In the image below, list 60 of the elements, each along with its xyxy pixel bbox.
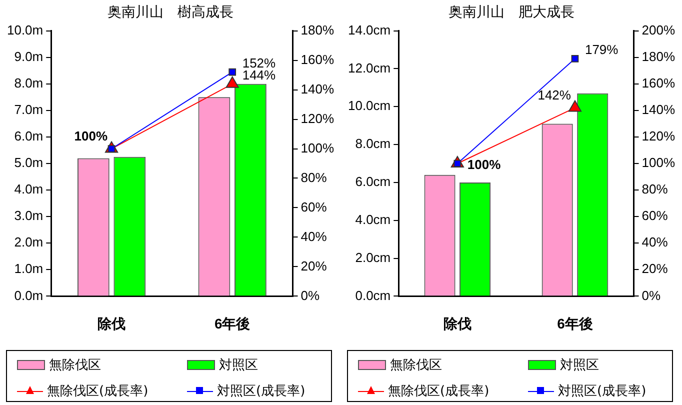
- y2-tick-label: 120%: [300, 110, 334, 126]
- y-tick-label: 2.0cm: [355, 250, 391, 265]
- y2-tick-label: 140%: [300, 81, 334, 96]
- legend-label: 無除伐区: [49, 357, 101, 374]
- legend-label: 対照区: [219, 357, 258, 374]
- data-label: 100%: [74, 128, 108, 144]
- y2-tick-label: 100%: [300, 140, 334, 156]
- data-label: 142%: [538, 87, 572, 102]
- y2-tick-label: 20%: [642, 261, 668, 276]
- y2-tick-label: 120%: [642, 128, 676, 144]
- legend-label: 対照区: [560, 357, 599, 374]
- y-tick-label: 10.0cm: [348, 98, 391, 114]
- y-tick-label: 0.0cm: [355, 288, 391, 303]
- y-tick-label: 4.0cm: [355, 212, 391, 227]
- point: [571, 54, 579, 62]
- chart-title: 奥南川山 樹高成長: [108, 3, 234, 20]
- y2-tick-label: 200%: [642, 22, 676, 38]
- y-tick-label: 5.0m: [14, 155, 44, 170]
- legend-label: 対照区(成長率): [558, 383, 646, 400]
- y-tick-label: 10.0m: [6, 22, 44, 38]
- y2-tick-label: 60%: [300, 199, 328, 214]
- y-tick-label: 12.0cm: [348, 60, 391, 76]
- y-tick-label: 0.0m: [14, 288, 44, 303]
- y2-tick-label: 40%: [300, 228, 328, 244]
- y-tick-label: 4.0m: [14, 182, 44, 197]
- y2-tick-label: 160%: [642, 75, 676, 90]
- point: [228, 68, 236, 76]
- y-tick-label: 3.0m: [14, 208, 44, 224]
- y2-tick-label: 60%: [642, 208, 668, 224]
- y-tick-label: 14.0cm: [348, 22, 391, 38]
- y2-tick-label: 80%: [300, 170, 328, 185]
- y2-tick-label: 0%: [300, 288, 320, 303]
- legend-label: 対照区(成長率): [217, 383, 306, 400]
- y2-tick-label: 180%: [642, 48, 676, 64]
- legend-label: 無除伐区(成長率): [388, 383, 490, 400]
- data-label: 179%: [584, 42, 619, 58]
- y2-tick-label: 180%: [300, 22, 334, 38]
- legend-label: 無除伐区: [390, 357, 442, 374]
- y2-tick-label: 0%: [642, 288, 661, 303]
- y-tick-label: 2.0m: [14, 234, 44, 250]
- y2-tick-label: 100%: [642, 155, 676, 170]
- y-tick-label: 7.0m: [14, 102, 44, 117]
- y-tick-label: 8.0cm: [355, 136, 391, 152]
- y2-tick-label: 160%: [300, 52, 334, 67]
- y-tick-label: 1.0m: [14, 261, 44, 276]
- x-tick-label: 除伐: [98, 315, 126, 332]
- x-tick-label: 除伐: [443, 315, 472, 332]
- y-tick-label: 9.0m: [14, 48, 44, 64]
- data-label: 100%: [467, 157, 502, 172]
- chart-title: 奥南川山 肥大成長: [448, 3, 574, 20]
- y-tick-label: 6.0cm: [355, 174, 391, 190]
- y-tick-label: 6.0m: [14, 128, 44, 144]
- y2-tick-label: 20%: [300, 258, 328, 274]
- x-tick-label: 6年後: [557, 315, 593, 332]
- x-tick-label: 6年後: [214, 315, 250, 332]
- y2-tick-label: 40%: [642, 234, 668, 250]
- y2-tick-label: 80%: [642, 182, 668, 197]
- y-tick-label: 8.0m: [14, 75, 44, 90]
- legend-label: 無除伐区(成長率): [47, 383, 148, 400]
- y2-tick-label: 140%: [642, 102, 676, 117]
